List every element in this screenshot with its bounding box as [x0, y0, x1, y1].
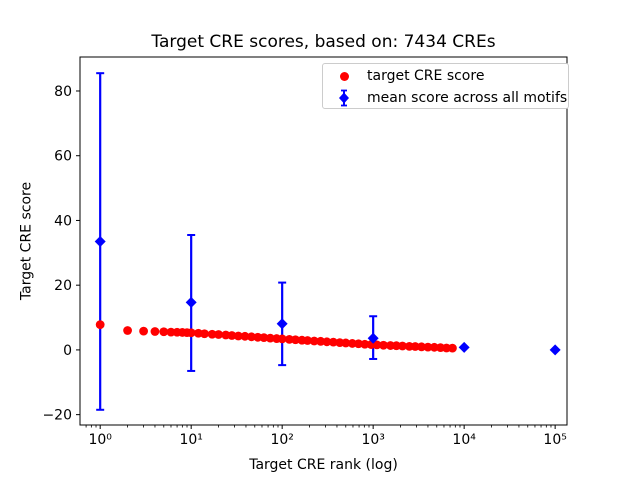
x-tick-label: 10⁵ — [543, 432, 566, 448]
target-score-dot — [259, 333, 269, 343]
target-score-dot — [360, 339, 370, 349]
target-score-dot — [322, 337, 332, 347]
target-score-dot — [372, 340, 382, 350]
target-score-dot — [429, 342, 439, 352]
target-score-dot — [150, 327, 160, 336]
target-score-dot — [448, 343, 457, 353]
target-score-dot — [186, 328, 196, 338]
mean-score-diamond — [276, 318, 288, 330]
mean-score-diamond — [94, 235, 106, 247]
target-score-dot — [398, 341, 407, 351]
legend-label: mean score across all motifs — [367, 90, 568, 106]
target-score-dot — [303, 336, 312, 345]
x-tick-label: 10⁰ — [88, 432, 112, 448]
target-score-dot — [200, 329, 209, 339]
target-score-dot — [309, 336, 319, 346]
target-score-dot — [207, 329, 217, 339]
y-tick-label: 20 — [54, 278, 72, 294]
target-score-dot — [265, 333, 275, 343]
target-score-dot — [291, 335, 300, 345]
mean-score-diamond — [185, 296, 197, 308]
legend-item-target-score: target CRE score — [323, 65, 568, 87]
mean-score-diamond — [458, 341, 470, 353]
target-score-dot — [233, 331, 243, 341]
target-score-dot — [354, 339, 363, 349]
y-tick-label: 0 — [63, 343, 72, 359]
red-circle-icon — [339, 71, 349, 81]
legend-marker-diamond-icon — [332, 88, 356, 108]
x-tick-label: 10² — [270, 432, 293, 448]
target-score-dot — [214, 330, 223, 339]
target-score-dot — [328, 337, 338, 347]
x-tick-label: 10³ — [361, 432, 384, 448]
y-tick-label: −20 — [42, 408, 72, 424]
target-score-dot — [139, 326, 148, 336]
plot-frame — [79, 56, 568, 426]
target-score-dot — [277, 334, 287, 344]
target-score-dot — [417, 342, 426, 352]
blue-diamond-errorbar-icon — [339, 89, 349, 107]
mean-score-diamond — [367, 332, 379, 344]
legend: target CRE score mean score across all m… — [322, 63, 569, 109]
target-score-dot — [341, 338, 351, 348]
y-tick-label: 60 — [54, 149, 72, 165]
target-score-dot — [410, 342, 420, 351]
target-score-dot — [227, 331, 237, 340]
x-tick-label: 10¹ — [179, 432, 202, 448]
chart-title: Target CRE scores, based on: 7434 CREs — [151, 32, 496, 52]
target-score-dot — [123, 326, 132, 335]
target-score-dot — [347, 339, 357, 348]
legend-item-mean-score: mean score across all motifs — [323, 87, 568, 109]
y-tick-label: 80 — [54, 84, 72, 100]
target-score-dot — [159, 327, 169, 337]
target-score-dot — [423, 342, 433, 352]
legend-marker-circle-icon — [332, 71, 356, 81]
y-tick-label: 40 — [54, 213, 72, 229]
target-score-dot — [240, 331, 250, 341]
legend-label: target CRE score — [367, 68, 485, 84]
x-axis-label: Target CRE rank (log) — [249, 457, 398, 473]
target-score-dot — [95, 320, 105, 330]
target-score-dot — [247, 332, 256, 342]
y-axis-label: Target CRE score — [18, 181, 35, 301]
target-score-dot — [379, 340, 388, 350]
x-tick-label: 10⁴ — [452, 432, 476, 448]
mean-score-diamond — [549, 344, 561, 356]
